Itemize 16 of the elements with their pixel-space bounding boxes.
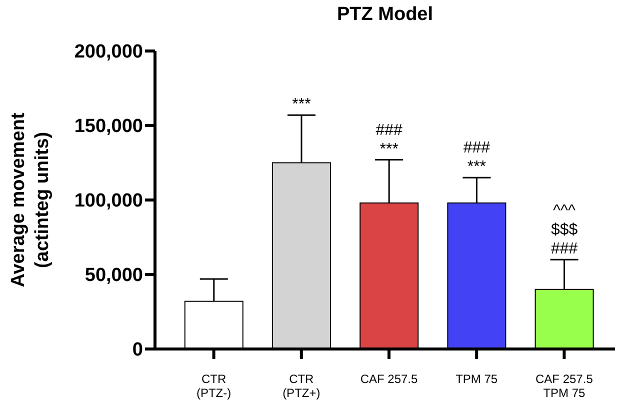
x-tick-label: CAF 257.5 TPM 75	[536, 372, 594, 400]
x-tick-label: CTR (PTZ-)	[196, 372, 232, 400]
x-tick-label: TPM 75	[456, 372, 498, 386]
y-tick-label: 0	[132, 340, 143, 361]
annotation: ^^^ $$$ ###	[550, 202, 578, 258]
x-tick-label: CTR (PTZ+)	[282, 372, 320, 400]
x-tick-label: CAF 257.5	[360, 372, 418, 386]
annotation: ### ***	[463, 140, 490, 176]
y-tick-label: 100,000	[74, 190, 143, 212]
annotation: ***	[292, 96, 311, 114]
y-tick-label: 200,000	[74, 42, 143, 63]
y-axis-title: Average movement (actinteg units)	[8, 112, 53, 288]
chart-title: PTZ Model	[336, 4, 434, 26]
y-tick-label: 50,000	[84, 265, 143, 286]
y-tick-label: 150,000	[74, 116, 143, 138]
annotation: ### ***	[376, 122, 403, 158]
